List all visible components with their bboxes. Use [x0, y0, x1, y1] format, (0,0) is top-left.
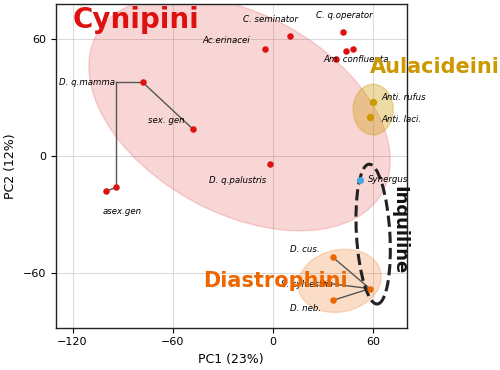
Text: asex.gen: asex.gen — [102, 207, 142, 216]
Point — [319, 280, 327, 286]
Text: Am. confluenta: Am. confluenta — [323, 55, 388, 64]
Point — [339, 29, 347, 35]
Point — [349, 46, 357, 52]
Point — [260, 46, 268, 52]
Point — [266, 161, 274, 167]
Point — [356, 176, 364, 182]
Point — [329, 297, 337, 303]
Text: Cynipini: Cynipini — [72, 6, 200, 34]
Ellipse shape — [89, 0, 390, 231]
Text: sex. gen: sex. gen — [148, 116, 184, 125]
Point — [102, 188, 110, 194]
Point — [329, 255, 337, 260]
Ellipse shape — [353, 84, 393, 135]
Text: Ac.erinacei: Ac.erinacei — [203, 36, 250, 45]
Ellipse shape — [298, 249, 382, 312]
Point — [112, 185, 120, 191]
Text: D. q.palustris: D. q.palustris — [210, 176, 266, 185]
Text: Anti. laci.: Anti. laci. — [382, 115, 422, 124]
Point — [189, 126, 197, 132]
Text: S. sylvestris: S. sylvestris — [282, 280, 333, 289]
Point — [369, 99, 377, 105]
Text: Inquiline: Inquiline — [391, 186, 409, 275]
Text: D. cus.: D. cus. — [290, 245, 320, 253]
X-axis label: PC1 (23%): PC1 (23%) — [198, 353, 264, 366]
Text: Synergus: Synergus — [368, 175, 408, 184]
Point — [138, 79, 146, 85]
Text: Aulacideini: Aulacideini — [370, 57, 500, 77]
Point — [366, 114, 374, 120]
Point — [286, 33, 294, 38]
Text: Diastrophini: Diastrophini — [203, 271, 348, 291]
Text: C. seminator: C. seminator — [243, 15, 298, 24]
Text: C. q.operator: C. q.operator — [316, 11, 373, 20]
Point — [366, 286, 374, 292]
Point — [332, 56, 340, 62]
Text: D. neb.: D. neb. — [290, 304, 321, 313]
Y-axis label: PC2 (12%): PC2 (12%) — [4, 133, 17, 199]
Point — [342, 48, 350, 54]
Text: Anti. rufus: Anti. rufus — [382, 93, 426, 102]
Text: D. q.mamma: D. q.mamma — [59, 78, 115, 87]
